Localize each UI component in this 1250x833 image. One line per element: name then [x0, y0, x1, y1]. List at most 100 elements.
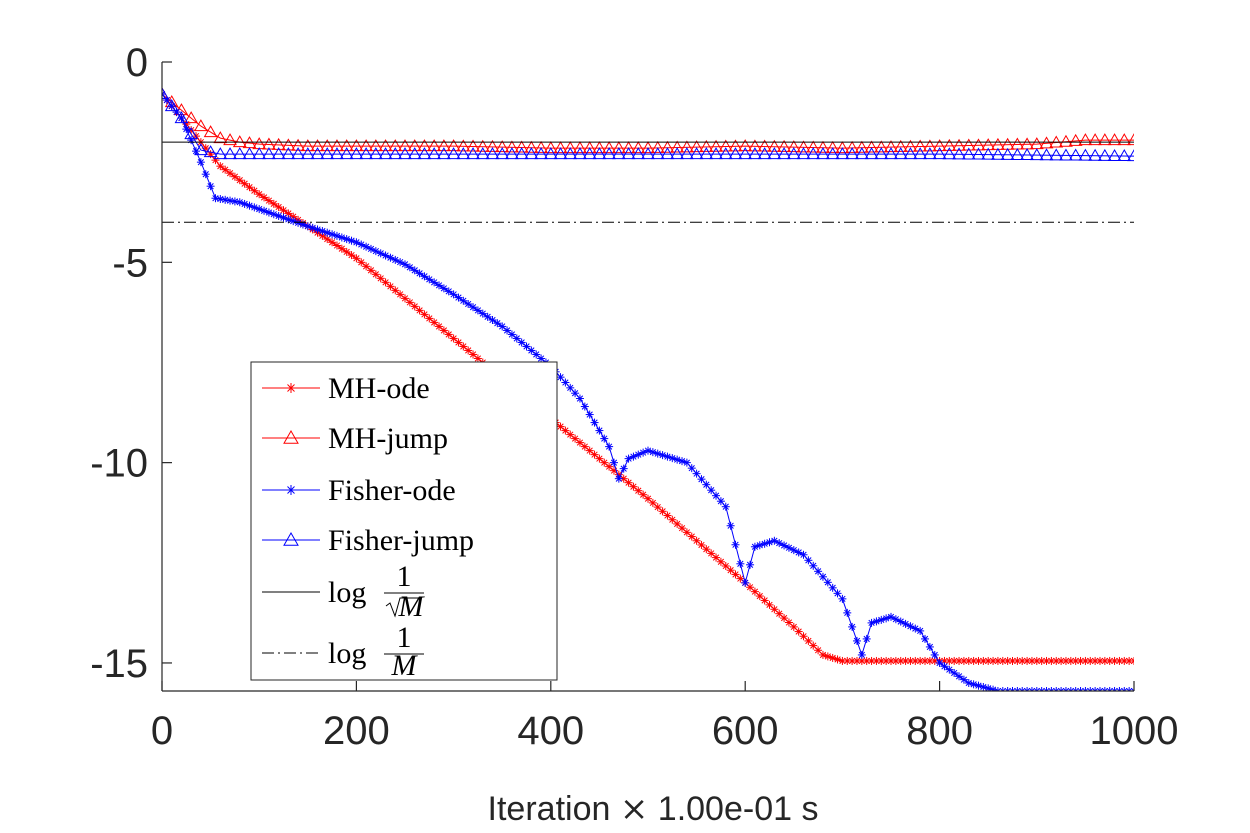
marker-stroke [848, 657, 856, 665]
marker-stroke [999, 687, 1004, 691]
marker-stroke [771, 606, 778, 613]
data-point [192, 147, 201, 156]
data-point [475, 147, 490, 160]
data-point [911, 656, 920, 665]
data-point [940, 662, 949, 671]
data-point [650, 140, 665, 153]
data-point [252, 147, 267, 160]
data-point [223, 133, 237, 146]
data-point [242, 147, 257, 160]
data-point [495, 147, 510, 160]
data-point [709, 139, 723, 152]
marker-stroke [465, 347, 472, 354]
marker-stroke [654, 450, 661, 457]
data-point [952, 147, 966, 160]
marker-stroke [946, 666, 953, 673]
marker-stroke [435, 323, 443, 330]
data-point [250, 186, 259, 195]
marker-stroke [450, 291, 457, 298]
data-point [945, 665, 954, 674]
marker-stroke [742, 579, 749, 586]
data-point [692, 536, 701, 545]
data-point [407, 147, 422, 160]
marker-stroke [1082, 687, 1087, 691]
data-point [459, 342, 468, 351]
marker-stroke [1021, 687, 1026, 691]
marker-stroke [348, 251, 355, 259]
data-point [485, 147, 500, 160]
legend-item: MH-ode [262, 372, 430, 405]
data-point [291, 147, 305, 160]
data-point [388, 147, 403, 160]
marker-stroke [605, 463, 613, 470]
marker-stroke [406, 299, 414, 306]
marker-stroke [265, 197, 273, 204]
marker-stroke [863, 657, 870, 665]
marker-stroke [1011, 687, 1016, 691]
legend-item: log 1M [262, 621, 424, 682]
data-point [893, 139, 908, 152]
data-point [639, 490, 648, 499]
data-point [833, 589, 842, 598]
marker-stroke [1070, 687, 1074, 691]
marker-stroke [887, 613, 895, 621]
data-point [563, 141, 578, 154]
data-point [194, 143, 208, 156]
data-point [916, 626, 925, 635]
marker-stroke [926, 657, 934, 665]
marker-stroke [819, 573, 827, 580]
data-point [757, 139, 772, 152]
data-point [454, 338, 463, 347]
marker-stroke [1128, 687, 1133, 691]
data-point [415, 306, 424, 315]
marker-stroke [1055, 687, 1060, 691]
data-point [1027, 687, 1036, 691]
marker-stroke [1033, 657, 1040, 665]
legend-marker [283, 531, 299, 546]
legend-label: Fisher-ode [328, 474, 456, 507]
data-point [274, 203, 283, 212]
marker-stroke [367, 245, 375, 253]
legend-marker [286, 485, 296, 495]
data-point [349, 139, 364, 152]
data-point [1078, 133, 1093, 146]
data-point [566, 383, 575, 392]
marker-stroke [902, 657, 909, 665]
data-point [556, 373, 565, 382]
y-tick-label: -5 [112, 241, 148, 285]
data-point [692, 469, 701, 478]
data-point [388, 139, 403, 152]
marker-stroke [732, 541, 739, 548]
marker-stroke [450, 335, 457, 342]
data-point [464, 299, 473, 308]
data-point [561, 378, 570, 387]
marker-stroke [1040, 687, 1045, 691]
marker-stroke [1121, 687, 1125, 691]
marker-stroke [338, 234, 345, 241]
data-point [507, 330, 516, 339]
data-point [1076, 687, 1085, 691]
data-point [456, 139, 471, 152]
data-point [961, 138, 976, 151]
marker-stroke [960, 676, 968, 683]
marker-stroke [557, 374, 564, 381]
data-point [942, 147, 957, 160]
data-point [1097, 148, 1112, 161]
marker-stroke [586, 411, 593, 418]
data-point [746, 560, 755, 569]
data-point [809, 641, 818, 650]
marker-stroke [314, 226, 321, 233]
data-point [932, 147, 947, 160]
marker-stroke [868, 657, 875, 665]
marker-stroke [256, 205, 263, 213]
marker-stroke [674, 456, 681, 463]
marker-stroke [756, 592, 763, 600]
marker-stroke [669, 454, 676, 462]
marker-stroke [309, 224, 316, 232]
marker-stroke [396, 258, 404, 266]
data-point [1008, 687, 1017, 691]
marker-stroke [639, 491, 647, 498]
data-point [631, 147, 646, 160]
data-point [498, 322, 507, 331]
data-point [930, 650, 939, 659]
